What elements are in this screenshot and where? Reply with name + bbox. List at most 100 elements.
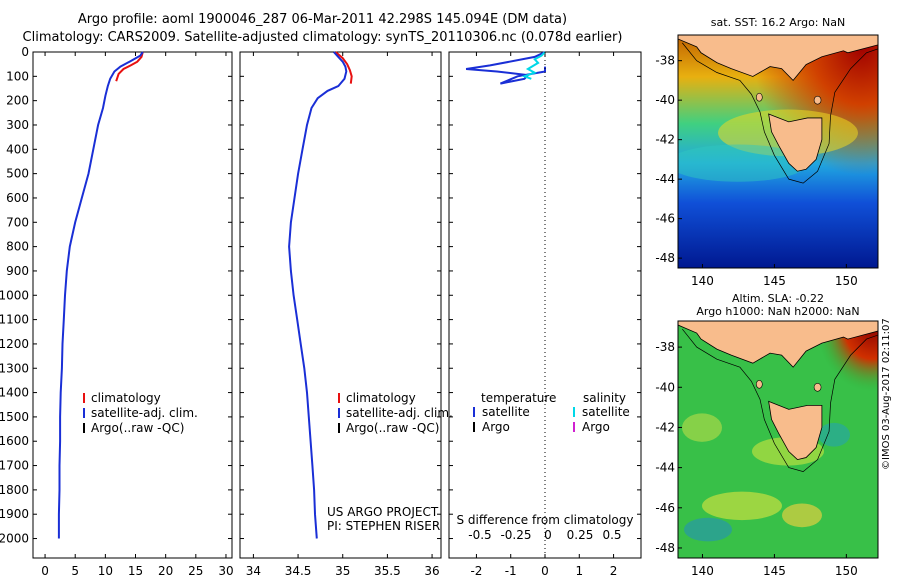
depth-tick-label: 100: [6, 69, 29, 83]
temperature-panel-legend-label: climatology: [91, 391, 161, 405]
depth-tick-label: 1800: [0, 483, 29, 497]
sst-map-ytick-label: -38: [655, 54, 675, 68]
salinity-panel-xtick-label: 34.5: [285, 564, 312, 578]
sst-map-depth-contour: [682, 42, 878, 184]
temperature-panel-xtick-label: 5: [71, 564, 79, 578]
depth-tick-label: 1000: [0, 288, 29, 302]
salinity-panel-series-line: [288, 51, 348, 539]
sla-map-ytick-label: -46: [655, 501, 675, 515]
difference-panel-xtick-label: -1: [505, 564, 517, 578]
depth-tick-label: 600: [6, 191, 29, 205]
sla-map-xtick-label: 145: [763, 564, 786, 578]
difference-xtick2-label: 0.25: [567, 528, 594, 542]
sst-map-xtick-label: 150: [835, 274, 858, 288]
depth-tick-label: 900: [6, 264, 29, 278]
salinity-panel-xtick-label: 35: [335, 564, 350, 578]
sst-map-mainland: [678, 35, 878, 82]
salinity-panel-frame: [239, 51, 442, 559]
difference-legend-title-salinity: salinity: [583, 391, 626, 405]
temperature-panel-series-line: [57, 51, 144, 539]
sst-map-ytick-label: -48: [655, 251, 675, 265]
difference-panel-xtick-label: 1: [575, 564, 583, 578]
salinity-panel-xtick-label: 34: [246, 564, 261, 578]
depth-tick-label: 1300: [0, 361, 29, 375]
salinity-panel-xtick-label: 36: [424, 564, 439, 578]
salinity-annotation: US ARGO PROJECT: [327, 505, 439, 519]
difference-legend-title-temperature: temperature: [481, 391, 556, 405]
sst-map-frame: [677, 34, 879, 269]
temperature-panel-xtick-label: 30: [218, 564, 233, 578]
sst-map-xtick-label: 145: [763, 274, 786, 288]
temperature-panel-xtick-label: 0: [41, 564, 49, 578]
depth-tick-label: 1900: [0, 507, 29, 521]
depth-tick-label: 800: [6, 240, 29, 254]
difference-xtick2-label: 0: [544, 528, 552, 542]
salinity-annotation: PI: STEPHEN RISER: [327, 519, 440, 533]
sst-map-xtick-label: 140: [691, 274, 714, 288]
temperature-panel-frame: [32, 51, 233, 559]
difference-legend-label: Argo: [482, 420, 510, 434]
difference-xtick2-label: -0.25: [500, 528, 531, 542]
temperature-panel-legend-label: satellite-adj. clim.: [91, 406, 198, 420]
sla-map-depth-contour: [682, 328, 878, 473]
temperature-panel-xtick-label: 15: [128, 564, 143, 578]
sla-map-ytick-label: -42: [655, 420, 675, 434]
depth-tick-label: 1100: [0, 313, 29, 327]
sla-map-anomaly-blob: [684, 517, 732, 542]
sst-map-title: sat. SST: 16.2 Argo: NaN: [710, 16, 846, 29]
sla-map-king-island: [755, 379, 763, 389]
salinity-panel-legend-label: climatology: [346, 391, 416, 405]
sst-map-content: [678, 35, 878, 268]
sla-map-title-line1: Altim. SLA: -0.22: [731, 292, 825, 305]
sst-map-ytick-label: -42: [655, 133, 675, 147]
difference-panel-xtick-label: 0: [541, 564, 549, 578]
sla-map-ytick-label: -48: [655, 541, 675, 555]
sla-map-xtick-label: 150: [835, 564, 858, 578]
salinity-panel-legend-label: Argo(..raw -QC): [346, 421, 439, 435]
sst-map-ytick-label: -40: [655, 93, 675, 107]
sla-map-xtick-label: 140: [691, 564, 714, 578]
temperature-panel-xtick-label: 25: [188, 564, 203, 578]
sst-map-ytick-label: -44: [655, 172, 675, 186]
temperature-panel-legend-label: Argo(..raw -QC): [91, 421, 184, 435]
depth-tick-label: 0: [21, 45, 29, 59]
sla-map-anomaly-blob: [702, 491, 782, 521]
sla-map-anomaly-blob: [682, 413, 722, 442]
sla-map-content: [678, 321, 878, 558]
salinity-panel-series-line: [334, 51, 353, 84]
difference-panel-series-line: [521, 51, 546, 80]
salinity-panel-xtick-label: 35.5: [374, 564, 401, 578]
temperature-panel-xtick-label: 10: [98, 564, 113, 578]
credit-text: ©IMOS 03-Aug-2017 02:11:07: [881, 318, 892, 470]
sla-map-anomaly-blob: [782, 503, 822, 528]
depth-tick-label: 300: [6, 118, 29, 132]
depth-tick-label: 200: [6, 94, 29, 108]
temperature-panel-series-line: [115, 51, 144, 82]
depth-tick-label: 2000: [0, 532, 29, 546]
depth-tick-label: 500: [6, 167, 29, 181]
difference-xtick2-label: 0.5: [602, 528, 621, 542]
sla-map-frame: [677, 320, 879, 559]
sst-map-mid-band: [678, 144, 808, 182]
depth-tick-label: 700: [6, 215, 29, 229]
sla-map-ytick-label: -40: [655, 380, 675, 394]
figure-title-line2: Climatology: CARS2009. Satellite-adjuste…: [22, 30, 623, 45]
sla-map-title-line2: Argo h1000: NaN h2000: NaN: [696, 305, 860, 318]
sla-map-ytick-label: -44: [655, 461, 675, 475]
salinity-panel-legend-label: satellite-adj. clim.: [346, 406, 453, 420]
depth-tick-label: 1600: [0, 434, 29, 448]
sla-map-flinders-island: [813, 382, 822, 392]
sst-map-tasmania: [768, 113, 823, 172]
sst-map-flinders-island: [813, 95, 822, 105]
depth-tick-label: 400: [6, 142, 29, 156]
sst-map-ytick-label: -46: [655, 212, 675, 226]
sla-map-tasmania: [768, 400, 823, 461]
difference-panel-xtick-label: 2: [610, 564, 618, 578]
difference-legend-label: satellite: [482, 405, 530, 419]
depth-tick-label: 1200: [0, 337, 29, 351]
depth-tick-label: 1400: [0, 386, 29, 400]
sla-map-anomaly-blob: [818, 422, 850, 447]
difference-xlabel2: S difference from climatology: [457, 513, 634, 527]
difference-xtick2-label: -0.5: [468, 528, 491, 542]
